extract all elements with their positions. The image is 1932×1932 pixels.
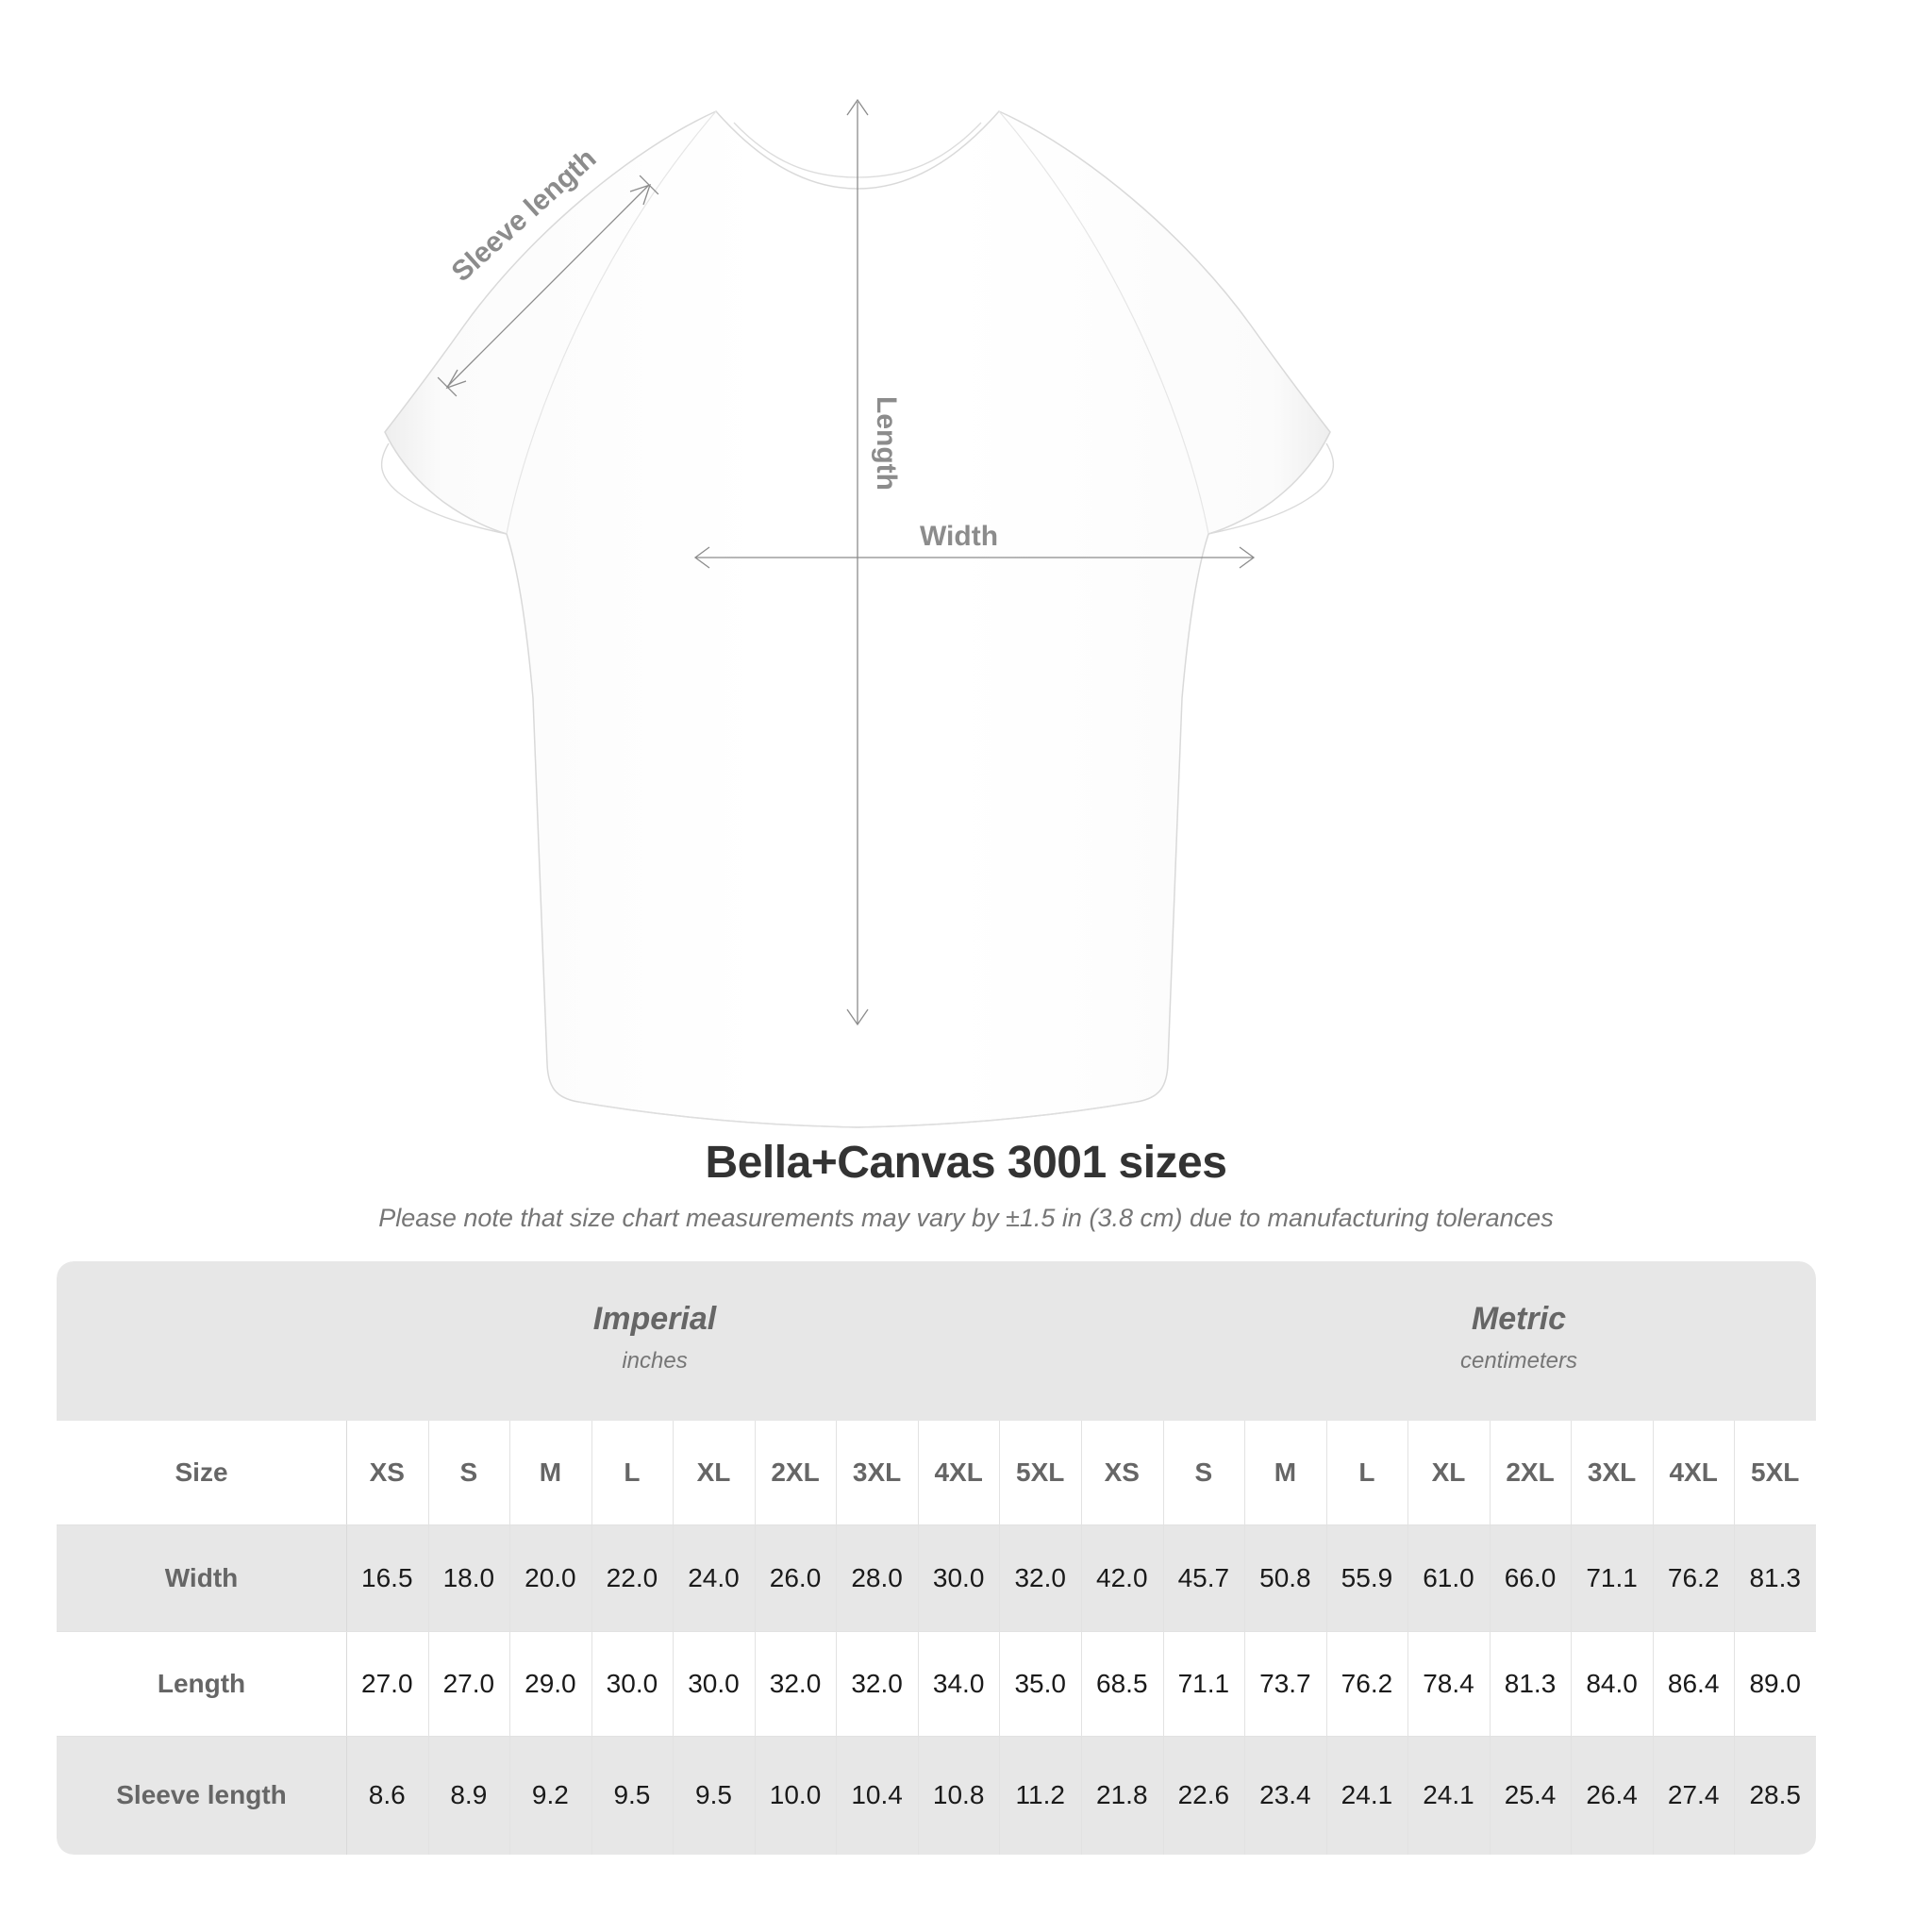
svg-text:Sleeve length: Sleeve length	[446, 142, 603, 288]
svg-text:Width: Width	[920, 521, 998, 552]
svg-text:Length: Length	[871, 396, 902, 491]
